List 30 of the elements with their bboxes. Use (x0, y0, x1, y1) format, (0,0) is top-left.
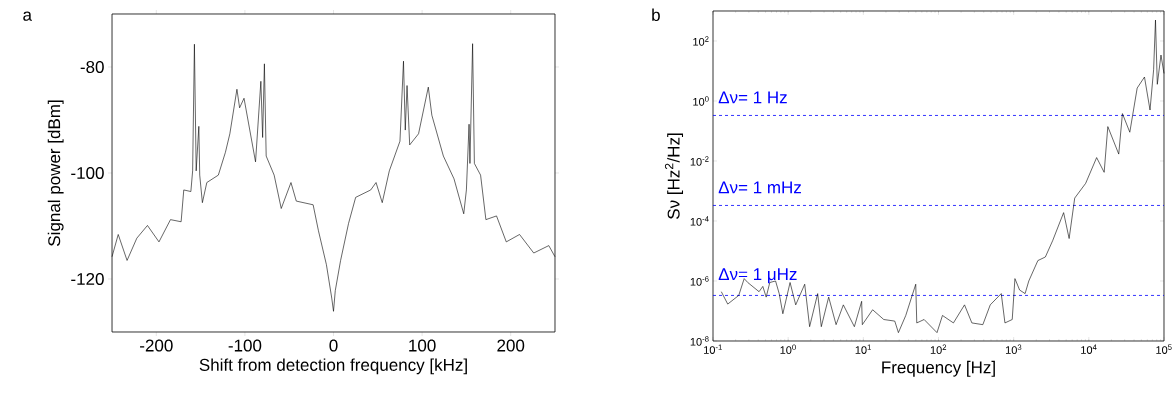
y-tick-label: 10$^{-2}$ (690, 156, 709, 166)
y-tick-label: 10$^{2}$ (693, 36, 709, 46)
annotation: Δν= 1 μHz (718, 268, 797, 284)
y-axis-title: Sν [Hz$^{2}$/Hz] (664, 133, 684, 219)
chart-title: b (652, 8, 660, 22)
x-tick-label: 0 (329, 339, 338, 352)
chart-title: a (23, 11, 32, 21)
x-tick-label: 10$^{5}$ (1156, 344, 1172, 354)
x-tick-label: 10$^{0}$ (780, 344, 796, 354)
x-tick-label: 10$^{4}$ (1081, 344, 1097, 354)
y-tick-label: 10$^{-4}$ (690, 216, 709, 226)
y-tick-label: 10$^{0}$ (693, 96, 709, 106)
annotation: Δν= 1 Hz (718, 91, 787, 104)
x-tick-label: 100 (409, 339, 436, 352)
x-tick-label: 200 (497, 339, 525, 352)
x-tick-label: 10$^{-1}$ (704, 344, 722, 354)
x-tick-label: -100 (228, 339, 262, 352)
y-tick-label: 10$^{-6}$ (690, 276, 709, 286)
annotation: Δν= 1 mHz (718, 181, 801, 194)
y-axis-title: Signal power [dBm] (47, 100, 64, 246)
x-tick-label: 10$^{2}$ (930, 344, 947, 354)
x-tick-label: 10$^{3}$ (1005, 344, 1022, 354)
y-tick-label: -100 (71, 166, 104, 180)
x-axis-title: Frequency [Hz] (882, 360, 995, 377)
x-tick-label: -200 (140, 339, 173, 352)
x-axis-title: Shift from detection frequency [kHz] (199, 358, 467, 375)
y-tick-label: -120 (71, 272, 104, 286)
y-tick-label: 10$^{-8}$ (690, 336, 709, 346)
x-tick-label: 10$^{1}$ (855, 344, 871, 354)
y-tick-label: -80 (80, 60, 104, 74)
